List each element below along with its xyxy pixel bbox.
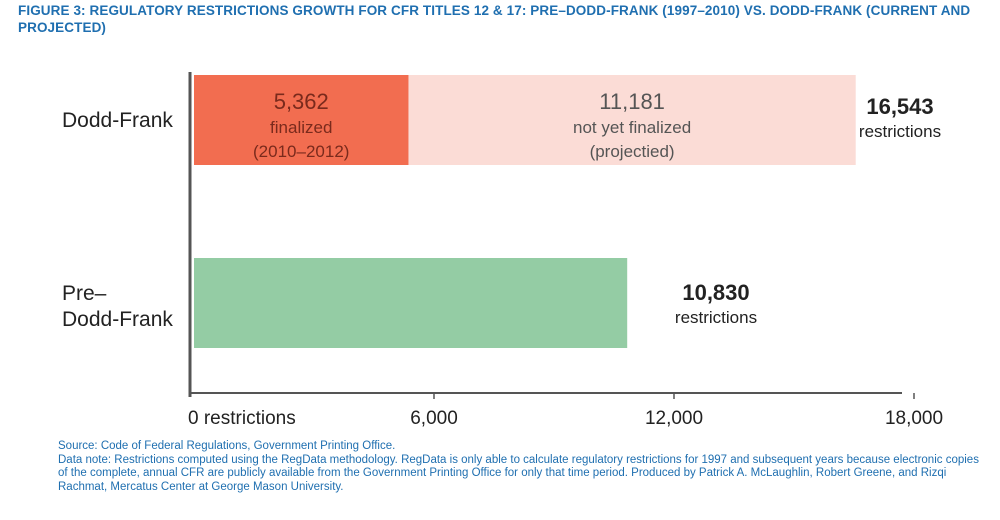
bar-segment [194, 75, 409, 165]
segment-label: 5,362 [274, 89, 329, 114]
data-note: Data note: Restrictions computed using t… [58, 453, 979, 493]
bar-segment [194, 258, 628, 348]
segment-label: finalized [270, 118, 332, 137]
total-value-label: 16,543 [866, 94, 933, 119]
segment-label: (2010–2012) [253, 142, 349, 161]
x-tick-label: 18,000 [885, 408, 943, 429]
category-label: Pre– [62, 282, 107, 305]
x-tick-label: 12,000 [645, 408, 703, 429]
segment-label: not yet finalized [573, 118, 691, 137]
total-value-label: 10,830 [682, 280, 749, 305]
total-unit-label: restrictions [859, 122, 941, 141]
x-tick-label: 6,000 [410, 408, 458, 429]
chart-title: FIGURE 3: REGULATORY RESTRICTIONS GROWTH… [18, 3, 971, 35]
total-unit-label: restrictions [675, 308, 757, 327]
x-tick-label: 0 restrictions [188, 408, 296, 429]
segment-label: 11,181 [599, 89, 665, 114]
segment-label: (projectied) [590, 142, 675, 161]
bar-chart: 0 restrictions 6,000 12,000 18,000 Dodd-Fran… [62, 72, 943, 429]
bar-segment [408, 75, 856, 165]
category-label: Dodd-Frank [62, 308, 173, 331]
chart-footer: Source: Code of Federal Regulations, Gov… [58, 440, 988, 494]
category-label: Dodd-Frank [62, 109, 173, 132]
source-note: Source: Code of Federal Regulations, Gov… [58, 440, 396, 452]
